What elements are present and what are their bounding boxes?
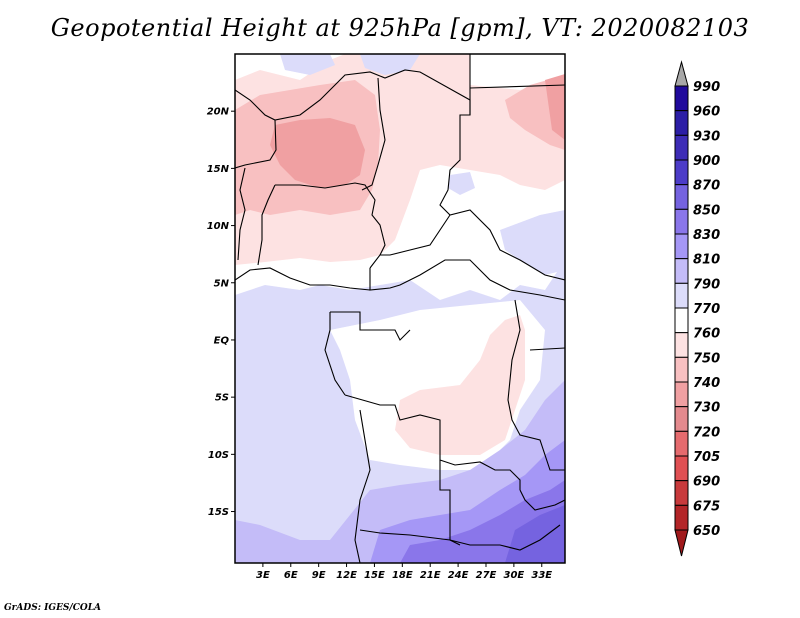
map-frame bbox=[234, 53, 566, 564]
colorbar-label: 900 bbox=[693, 154, 720, 169]
colorbar-box bbox=[674, 381, 689, 408]
x-tick-label: 3E bbox=[256, 570, 270, 581]
field-730-740 bbox=[270, 118, 365, 188]
colorbar-box bbox=[674, 282, 689, 309]
colorbar-label: 930 bbox=[693, 129, 720, 144]
colorbar-label: 705 bbox=[693, 450, 720, 465]
colorbar-label: 990 bbox=[693, 80, 720, 95]
colorbar-label: 720 bbox=[693, 425, 720, 440]
field-770-790 bbox=[280, 54, 335, 75]
colorbar-label: 850 bbox=[693, 203, 720, 218]
colorbar-box bbox=[674, 258, 689, 284]
x-tick-label: 27E bbox=[476, 570, 497, 581]
x-tick-label: 21E bbox=[420, 570, 441, 581]
field-770-790 bbox=[500, 210, 565, 275]
colorbar-box bbox=[674, 504, 689, 531]
colorbar-under-arrow bbox=[674, 529, 689, 557]
colorbar-box bbox=[674, 85, 689, 112]
field-730-740 bbox=[545, 74, 565, 140]
y-tick-label: EQ bbox=[214, 335, 230, 346]
colorbar: 990 960 930 900 870 850 830 810 790 770 760 750 740 7… bbox=[674, 60, 720, 557]
colorbar-box bbox=[674, 332, 689, 358]
colorbar-box bbox=[674, 307, 689, 334]
field-770-790 bbox=[448, 172, 475, 195]
colorbar-label: 740 bbox=[693, 376, 720, 391]
chart-title: Geopotential Height at 925hPa [gpm], VT:… bbox=[50, 14, 750, 42]
colorbar-box bbox=[674, 455, 689, 482]
colorbar-label: 750 bbox=[693, 351, 720, 366]
colorbar-label: 770 bbox=[693, 302, 720, 317]
colorbar-box bbox=[674, 184, 689, 210]
colorbar-box bbox=[674, 406, 689, 432]
colorbar-label: 760 bbox=[693, 327, 720, 342]
colorbar-over-arrow bbox=[674, 60, 689, 87]
x-tick-label: 24E bbox=[448, 570, 469, 581]
x-tick-label: 6E bbox=[284, 570, 298, 581]
field-850-870 bbox=[505, 505, 565, 563]
x-tick-label: 15E bbox=[364, 570, 385, 581]
contour-fill bbox=[235, 54, 565, 563]
colorbar-label: 730 bbox=[693, 401, 720, 416]
colorbar-box bbox=[674, 233, 689, 260]
colorbar-label: 690 bbox=[693, 475, 720, 490]
y-tick-label: 10N bbox=[207, 221, 230, 232]
x-tick-label: 9E bbox=[312, 570, 326, 581]
colorbar-box bbox=[674, 480, 689, 506]
x-tick-label: 12E bbox=[336, 570, 357, 581]
colorbar-box bbox=[674, 110, 689, 136]
colorbar-label: 810 bbox=[693, 253, 720, 268]
colorbar-label: 650 bbox=[693, 524, 720, 539]
y-tick-label: 15N bbox=[207, 164, 230, 175]
grads-credit: GrADS: IGES/COLA bbox=[4, 603, 102, 613]
axes: 3E 6E 9E 12E 15E 18E 21E 24E 27E 30E 33E 20N 15N 10N 5… bbox=[207, 107, 553, 581]
y-tick-label: 5S bbox=[215, 393, 229, 404]
colorbar-box bbox=[674, 430, 689, 457]
x-tick-label: 33E bbox=[531, 570, 552, 581]
colorbar-label: 790 bbox=[693, 277, 720, 292]
x-tick-label: 18E bbox=[392, 570, 413, 581]
field-750-760 bbox=[395, 315, 525, 455]
colorbar-box bbox=[674, 356, 689, 383]
colorbar-box bbox=[674, 134, 689, 161]
y-tick-label: 10S bbox=[208, 450, 229, 461]
colorbar-label: 830 bbox=[693, 228, 720, 243]
colorbar-label: 960 bbox=[693, 105, 720, 120]
x-tick-label: 30E bbox=[503, 570, 524, 581]
colorbar-box bbox=[674, 159, 689, 186]
colorbar-label: 675 bbox=[693, 499, 720, 514]
country-borders bbox=[235, 54, 565, 563]
colorbar-box bbox=[674, 208, 689, 235]
y-tick-label: 20N bbox=[207, 107, 230, 118]
y-tick-label: 15S bbox=[208, 507, 229, 518]
y-tick-label: 5N bbox=[214, 278, 230, 289]
colorbar-label: 870 bbox=[693, 179, 720, 194]
